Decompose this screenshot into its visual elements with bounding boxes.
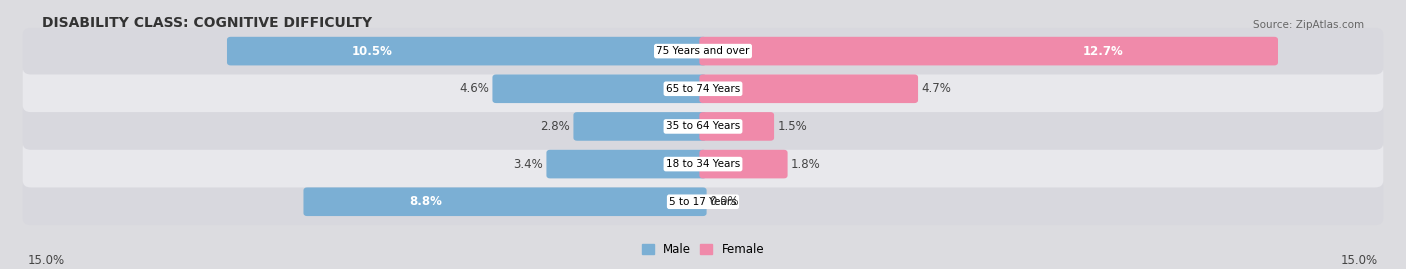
- Text: 1.5%: 1.5%: [778, 120, 807, 133]
- Text: 3.4%: 3.4%: [513, 158, 543, 171]
- Text: 15.0%: 15.0%: [28, 254, 65, 267]
- FancyBboxPatch shape: [699, 37, 1278, 65]
- Text: 5 to 17 Years: 5 to 17 Years: [669, 197, 737, 207]
- Text: 1.8%: 1.8%: [790, 158, 821, 171]
- FancyBboxPatch shape: [574, 112, 707, 141]
- FancyBboxPatch shape: [22, 141, 1384, 187]
- FancyBboxPatch shape: [22, 28, 1384, 75]
- Text: 8.8%: 8.8%: [409, 195, 443, 208]
- Text: 65 to 74 Years: 65 to 74 Years: [666, 84, 740, 94]
- Text: 12.7%: 12.7%: [1083, 45, 1123, 58]
- FancyBboxPatch shape: [226, 37, 707, 65]
- FancyBboxPatch shape: [22, 103, 1384, 150]
- Text: DISABILITY CLASS: COGNITIVE DIFFICULTY: DISABILITY CLASS: COGNITIVE DIFFICULTY: [42, 16, 371, 30]
- FancyBboxPatch shape: [699, 112, 775, 141]
- Text: 15.0%: 15.0%: [1341, 254, 1378, 267]
- Text: 4.6%: 4.6%: [460, 82, 489, 95]
- Legend: Male, Female: Male, Female: [641, 243, 765, 256]
- FancyBboxPatch shape: [22, 65, 1384, 112]
- Text: 4.7%: 4.7%: [921, 82, 950, 95]
- Text: 0.0%: 0.0%: [710, 195, 740, 208]
- Text: Source: ZipAtlas.com: Source: ZipAtlas.com: [1253, 20, 1364, 30]
- Text: 18 to 34 Years: 18 to 34 Years: [666, 159, 740, 169]
- Text: 10.5%: 10.5%: [352, 45, 392, 58]
- Text: 75 Years and over: 75 Years and over: [657, 46, 749, 56]
- FancyBboxPatch shape: [547, 150, 707, 178]
- FancyBboxPatch shape: [492, 75, 707, 103]
- FancyBboxPatch shape: [304, 187, 707, 216]
- FancyBboxPatch shape: [699, 75, 918, 103]
- Text: 35 to 64 Years: 35 to 64 Years: [666, 121, 740, 132]
- Text: 2.8%: 2.8%: [540, 120, 571, 133]
- FancyBboxPatch shape: [22, 178, 1384, 225]
- FancyBboxPatch shape: [699, 150, 787, 178]
